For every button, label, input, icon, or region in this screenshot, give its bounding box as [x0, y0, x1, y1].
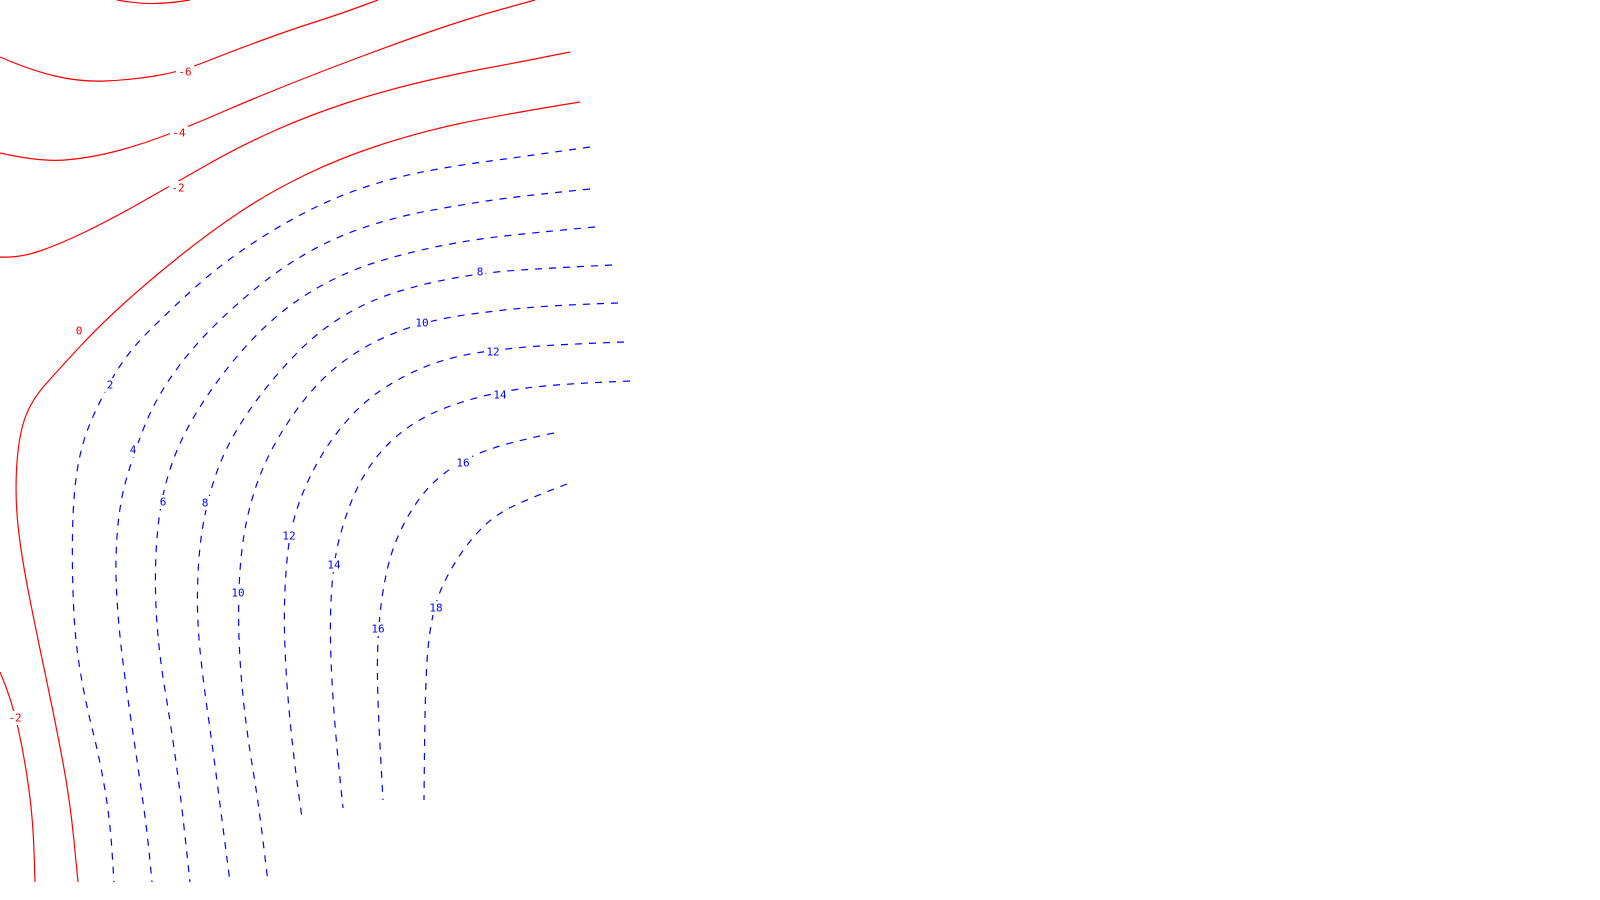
contour-label-bg-6 [127, 443, 139, 457]
contour-labels: -6 -4 -2 0 -2 2 4 6 8 8 10 10 12 12 14 14 16 16 18 [6, 65, 509, 725]
contour-line-level-12-11 [283, 341, 625, 819]
contour-label-2: 2 [107, 379, 114, 392]
contour-label-bg-4 [6, 711, 24, 725]
contour-label--2: -2 [171, 182, 184, 195]
contour-label-bg-16 [369, 622, 387, 636]
contour-line-level--2-3 [0, 51, 571, 258]
contour-label-10: 10 [231, 587, 244, 600]
contour-label-10: 10 [415, 317, 428, 330]
contour-label-4: 4 [130, 444, 137, 457]
contour-line-level-14-12 [329, 380, 631, 809]
contour-line-level--6-1 [116, 0, 191, 5]
contour-label--6: -6 [178, 66, 191, 79]
contour-label-bg-7 [157, 495, 169, 509]
contour-label-bg-0 [176, 65, 194, 79]
contour-line-level--4-2 [0, 0, 536, 161]
contour-label-bg-14 [325, 558, 343, 572]
contour-line-level-6-8 [154, 226, 596, 883]
contour-label-8: 8 [477, 266, 484, 279]
contour-label-bg-12 [280, 529, 298, 543]
contour-label-bg-9 [474, 265, 486, 279]
contour-label-16: 16 [371, 623, 384, 636]
contour-label-bg-1 [170, 126, 188, 140]
contour-line-level-2-6 [71, 146, 591, 883]
contour-label-bg-8 [199, 496, 211, 510]
contour-label-0: 0 [76, 325, 83, 338]
contour-label-bg-10 [229, 586, 247, 600]
contour-label-bg-17 [454, 456, 472, 470]
contour-line-level-18-14 [423, 483, 568, 801]
contour-line-level-8-9 [196, 264, 613, 883]
contour-label-bg-11 [413, 316, 431, 330]
contour-label--4: -4 [172, 127, 186, 140]
contour-label--2: -2 [8, 712, 21, 725]
contour-label-bg-2 [169, 181, 187, 195]
contour-line-level-0-4 [15, 101, 581, 883]
contour-label-bg-13 [484, 345, 502, 359]
contour-line-level--2-5 [0, 671, 36, 883]
contour-line-level-10-10 [238, 302, 619, 883]
contour-label-bg-5 [104, 378, 116, 392]
contour-line-level-16-13 [376, 432, 555, 801]
contour-label-18: 18 [429, 602, 442, 615]
contour-label-6: 6 [160, 496, 167, 509]
contour-label-14: 14 [327, 559, 341, 572]
contour-label-bg-18 [427, 601, 445, 615]
contour-label-bg-15 [491, 388, 509, 402]
contour-label-bg-3 [73, 324, 85, 338]
contour-label-16: 16 [456, 457, 469, 470]
contour-lines [0, 0, 631, 883]
contour-line-level-4-7 [115, 188, 591, 883]
contour-label-8: 8 [202, 497, 209, 510]
contour-label-12: 12 [282, 530, 295, 543]
contour-label-12: 12 [486, 346, 499, 359]
contour-label-14: 14 [493, 389, 507, 402]
